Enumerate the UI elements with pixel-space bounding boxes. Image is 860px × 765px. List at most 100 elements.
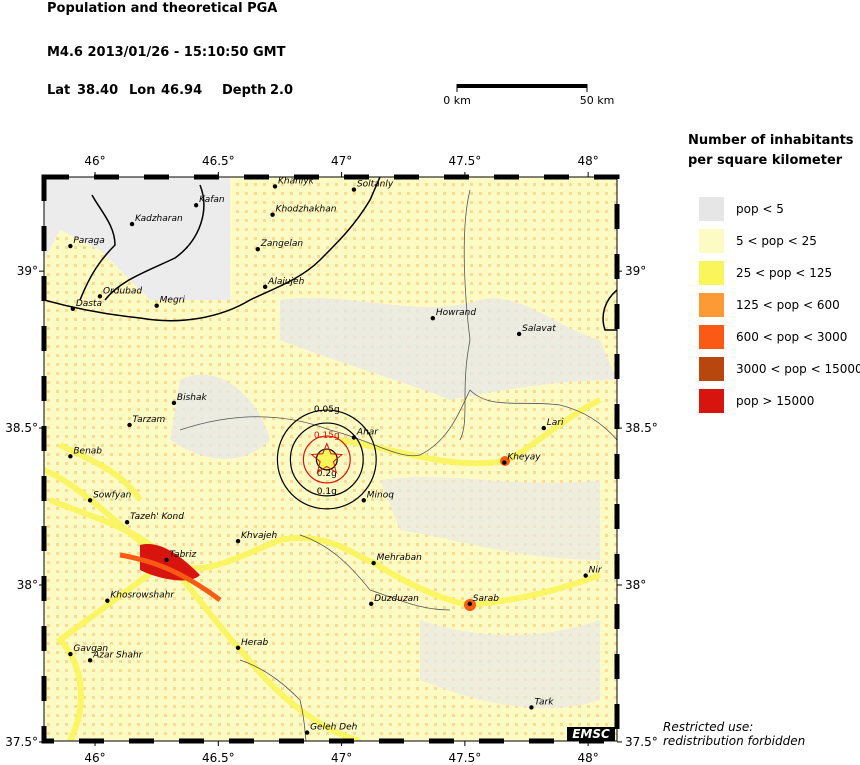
sparse-area	[380, 477, 600, 560]
city-dot	[97, 294, 103, 299]
lat-tick-label: 39°	[17, 264, 38, 278]
city-dot	[272, 184, 278, 189]
city-dot	[68, 651, 73, 657]
city-label: Mehraban	[377, 553, 422, 563]
legend-swatch	[699, 261, 724, 285]
city-label: Alajujeh	[267, 277, 304, 287]
scale-bar: 0 km 50 km	[443, 84, 614, 107]
city-label: Zangelan	[260, 239, 304, 249]
lon-tick-label: 47.5°	[449, 751, 482, 765]
urban-area	[140, 544, 200, 581]
city-dot	[193, 203, 199, 208]
city-label: Geleh Deh	[310, 723, 358, 733]
epicenter	[310, 442, 344, 474]
depth: 2.0	[270, 83, 293, 98]
city-label: Howrand	[436, 308, 477, 318]
city-dot	[154, 303, 159, 308]
city-dot	[164, 557, 169, 563]
legend-swatch	[699, 357, 724, 381]
legend-label: 5 < pop < 25	[736, 234, 817, 248]
city-label: Dasta	[76, 299, 102, 309]
lon-tick-label: 48°	[578, 154, 599, 168]
city-label: Sarab	[473, 594, 499, 604]
city-dot	[516, 331, 522, 337]
city-label: Tazeh' Kond	[130, 512, 184, 522]
city-label: Sowfyan	[93, 490, 132, 500]
lat-tick-label: 39°	[625, 264, 646, 278]
city-dot	[68, 243, 73, 249]
logo: EMSC	[572, 727, 610, 741]
city-dot	[351, 187, 357, 192]
city-label: Megri	[160, 296, 186, 306]
city-dot	[430, 316, 436, 321]
legend: pop < 5 5 < pop < 25 25 < pop < 125 125 < p…	[699, 197, 860, 413]
lat-tick-label: 38.5°	[625, 421, 658, 435]
city-dot	[502, 460, 507, 465]
city-label: Gavgan	[73, 644, 108, 654]
city-label: Azar Shahr	[92, 650, 144, 660]
legend-label: 600 < pop < 3000	[736, 330, 847, 344]
city-label: Lari	[547, 418, 564, 428]
legend-label: 25 < pop < 125	[736, 266, 832, 280]
lon-tick-label: 47.5°	[449, 154, 482, 168]
pga-contour	[302, 435, 351, 484]
city-label: Khodzhakhan	[276, 205, 337, 215]
city-dot	[127, 422, 132, 428]
province-borders	[179, 189, 617, 741]
city-dot	[70, 306, 76, 312]
city-dot	[371, 560, 376, 566]
city-label: Khanlyk	[278, 176, 315, 186]
city-dot	[171, 400, 177, 406]
city-dot	[529, 705, 534, 710]
city-dot	[87, 658, 93, 663]
city-label: Kheyay	[507, 453, 541, 463]
city-dot	[129, 221, 135, 227]
legend-swatch	[699, 293, 724, 317]
city-dot	[235, 538, 241, 544]
title: Population and theoretical PGA	[47, 1, 277, 16]
map-background	[44, 177, 617, 741]
city-dot	[361, 498, 366, 503]
pga-contour	[289, 422, 364, 497]
borders	[44, 177, 617, 331]
city-label: Salavat	[522, 324, 556, 334]
city-label: Khosrowshahr	[110, 591, 175, 601]
legend-title: per square kilometer	[688, 153, 843, 168]
city-dot	[255, 246, 260, 252]
city-dot	[304, 730, 310, 735]
city-dot	[467, 601, 473, 607]
footer: Restricted use:	[663, 720, 753, 734]
city-label: Tarzam	[133, 415, 166, 425]
lat-tick-label: 38.5°	[5, 421, 38, 435]
city-dot	[541, 425, 546, 431]
city-label: Duzduzan	[374, 594, 419, 604]
sparse-area	[280, 297, 617, 400]
city-label: Soltanly	[357, 180, 394, 190]
lon-tick-label: 46°	[84, 751, 105, 765]
lat-tick-label: 38°	[17, 578, 38, 592]
city-label: Minoq	[367, 490, 394, 500]
pga-contour	[276, 409, 377, 510]
city-dot	[235, 645, 241, 650]
pga-label: 0.2g	[317, 469, 337, 479]
city-label: Kadzharan	[135, 214, 183, 224]
city-label: Khvajeh	[241, 531, 277, 541]
scale-bar-line	[457, 84, 587, 88]
lat-tick-label: 38°	[625, 578, 646, 592]
city-label: Tark	[534, 697, 554, 707]
city-dot	[270, 212, 275, 217]
city-label: Bishak	[177, 393, 208, 403]
sparse-area	[44, 177, 230, 300]
legend-swatch	[699, 389, 724, 413]
lat: 38.40	[77, 83, 118, 98]
map-frame	[43, 176, 618, 742]
legend-label: 3000 < pop < 15000	[736, 362, 860, 376]
footer: redistribution forbidden	[663, 734, 805, 748]
city-label: Kafan	[199, 195, 225, 205]
city-label: Herab	[241, 638, 269, 648]
pga-label: 0.05g	[314, 405, 340, 415]
lat-tick-label: 37.5°	[5, 735, 38, 749]
legend-swatch	[699, 325, 724, 349]
